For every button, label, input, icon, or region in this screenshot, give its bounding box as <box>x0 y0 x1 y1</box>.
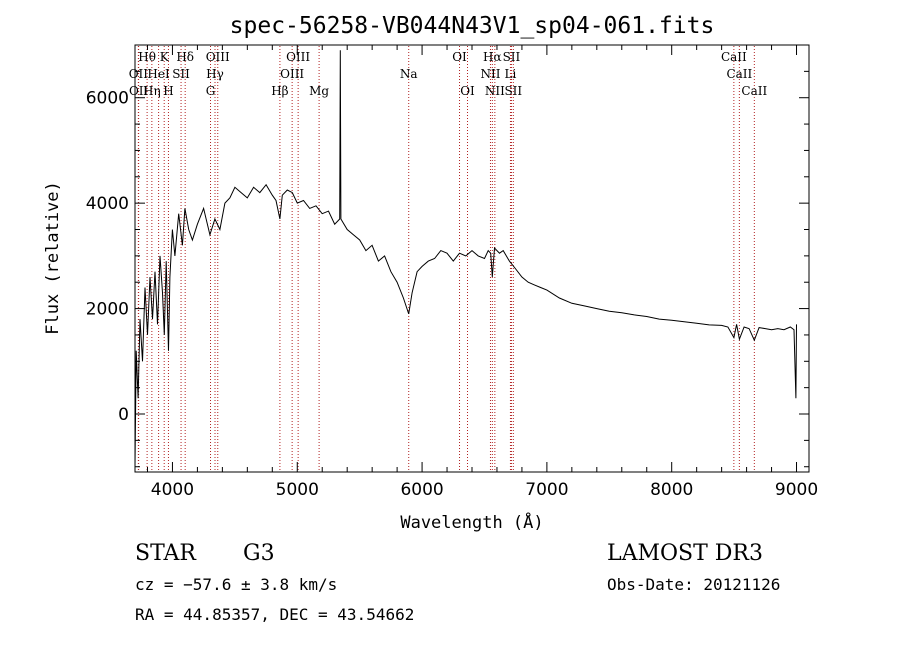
redshift-text: cz = −57.6 ± 3.8 km/s <box>135 575 337 594</box>
emission-line-label: HeI <box>147 67 170 81</box>
emission-line-label: H <box>163 84 173 98</box>
obs-date-text: Obs-Date: 20121126 <box>607 575 780 594</box>
x-tick-label: 9000 <box>775 480 818 500</box>
object-subclass: G3 <box>243 541 275 566</box>
emission-line-label: Hβ <box>271 84 288 98</box>
plot-frame <box>134 44 810 473</box>
y-tick-label: 2000 <box>86 300 129 320</box>
coords-text: RA = 44.85357, DEC = 43.54662 <box>135 605 414 624</box>
x-tick-label: 7000 <box>525 480 568 500</box>
emission-line-label: Li <box>505 67 517 81</box>
emission-line-label: OII <box>129 67 149 81</box>
spectrum-series <box>134 50 797 467</box>
emission-line-label: NII <box>480 67 500 81</box>
y-tick-label: 0 <box>118 405 129 425</box>
emission-line-label: OI <box>460 84 475 98</box>
emission-line-label: CaII <box>741 84 767 98</box>
emission-line-label: Hα <box>483 50 502 64</box>
y-axis-ticks: 0 2000 4000 6000 <box>86 44 809 468</box>
x-tick-label: 5000 <box>276 480 319 500</box>
x-tick-label: 8000 <box>650 480 693 500</box>
emission-line-label: SII <box>172 67 190 81</box>
emission-line-markers <box>137 46 755 471</box>
y-tick-label: 6000 <box>86 89 129 109</box>
y-tick-label: 4000 <box>86 194 129 214</box>
emission-line-label: OIII <box>206 50 230 64</box>
emission-line-label: Mg <box>309 84 329 98</box>
emission-line-label: SII <box>503 50 521 64</box>
emission-line-label: Hγ <box>206 67 224 81</box>
x-axis-ticks: 4000 5000 6000 7000 8000 9000 <box>146 45 818 500</box>
emission-line-label: CaII <box>721 50 747 64</box>
emission-line-label: Na <box>400 67 418 81</box>
emission-line-label: NII <box>485 84 505 98</box>
emission-line-label: Hθ <box>138 50 156 64</box>
x-axis-label: Wavelength (Å) <box>400 511 543 533</box>
x-tick-label: 4000 <box>151 480 194 500</box>
emission-line-label: Hδ <box>176 50 194 64</box>
emission-line-label: OII <box>129 84 149 98</box>
emission-line-label: Hη <box>143 84 161 98</box>
emission-line-label: OI <box>452 50 467 64</box>
emission-line-label: G <box>206 84 216 98</box>
spectrum-line <box>134 50 797 467</box>
emission-line-label: OIII <box>286 50 310 64</box>
emission-line-label: K <box>160 50 170 64</box>
chart-title: spec-56258-VB044N43V1_sp04-061.fits <box>230 13 715 39</box>
y-axis-label: Flux (relative) <box>43 181 63 335</box>
emission-line-label: CaII <box>726 67 752 81</box>
emission-line-label: SII <box>504 84 522 98</box>
object-class: STAR <box>135 541 197 566</box>
emission-line-label: OIII <box>280 67 304 81</box>
x-tick-label: 6000 <box>400 480 443 500</box>
survey-label: LAMOST DR3 <box>607 541 763 566</box>
